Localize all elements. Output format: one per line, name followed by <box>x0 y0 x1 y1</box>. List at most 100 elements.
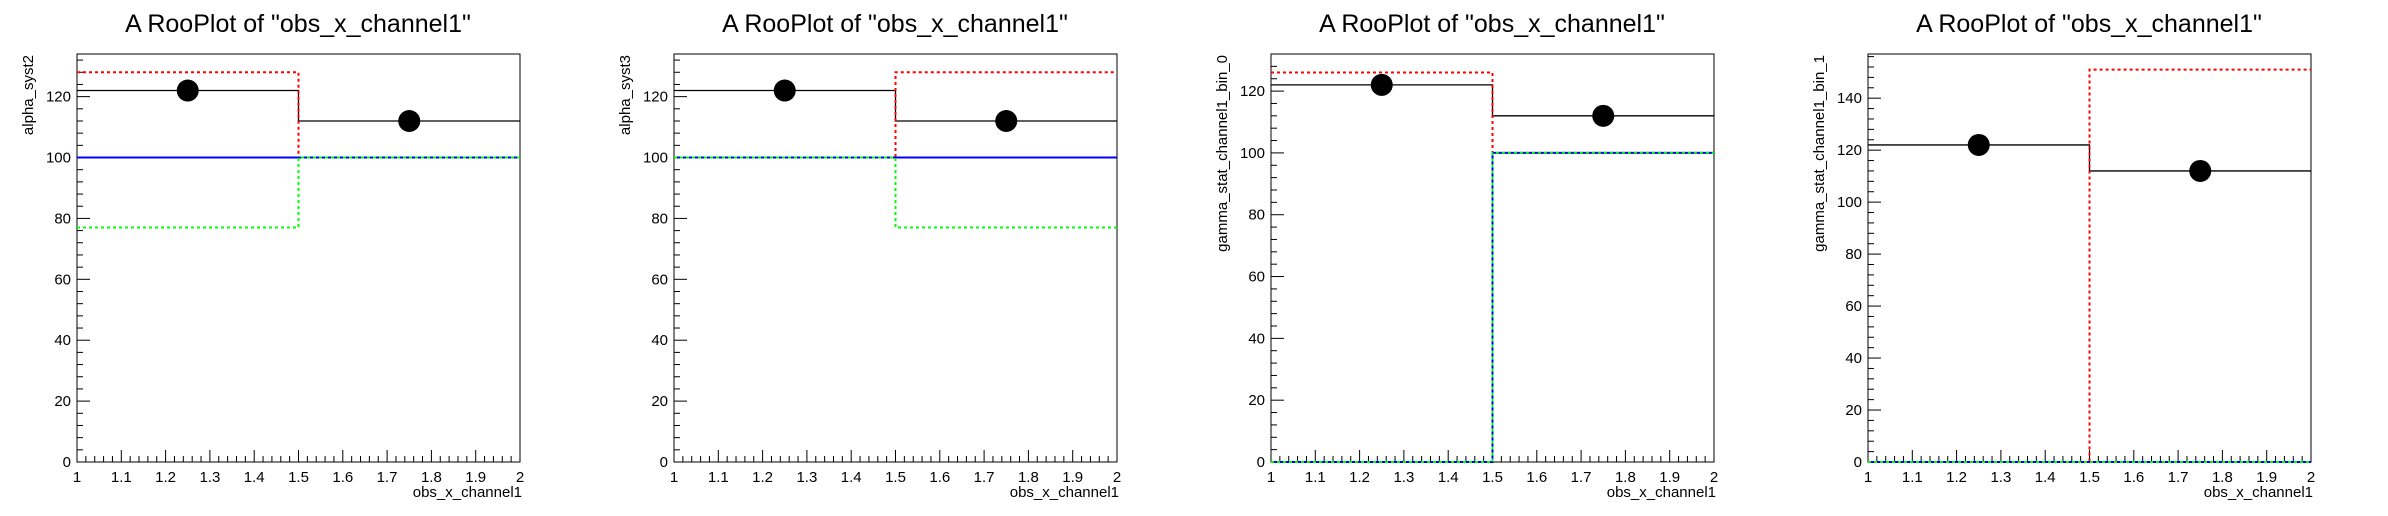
data-point <box>773 79 796 102</box>
x-tick-label: 1.9 <box>465 469 486 486</box>
x-tick-label: 1.4 <box>1438 469 1459 486</box>
x-tick-label: 1.5 <box>885 469 906 486</box>
y-tick-label: 100 <box>46 150 71 167</box>
data-point <box>1370 73 1393 96</box>
y-axis-label: gamma_stat_channel1_bin_0 <box>1214 55 1231 252</box>
x-tick-label: 1.5 <box>1482 469 1503 486</box>
x-tick-label: 2 <box>1113 469 1121 486</box>
data-point <box>1592 104 1615 127</box>
y-tick-label: 40 <box>1248 330 1265 347</box>
x-tick-label: 1.7 <box>974 469 995 486</box>
y-axis-label: alpha_syst3 <box>617 55 634 135</box>
y-tick-label: 100 <box>643 150 668 167</box>
x-tick-label: 1.2 <box>752 469 773 486</box>
y-tick-label: 60 <box>651 271 668 288</box>
y-tick-label: 40 <box>1845 350 1862 367</box>
x-tick-label: 1.9 <box>1659 469 1680 486</box>
x-tick-label: 2 <box>2307 469 2315 486</box>
x-tick-label: 1.6 <box>929 469 950 486</box>
y-tick-label: 80 <box>1845 246 1862 263</box>
y-tick-label: 60 <box>1845 298 1862 315</box>
x-tick-label: 1.2 <box>155 469 176 486</box>
x-tick-label: 1 <box>670 469 678 486</box>
data-point <box>2189 159 2212 182</box>
data-point <box>176 79 199 102</box>
data-point <box>995 109 1018 132</box>
x-tick-label: 1.9 <box>1062 469 1083 486</box>
x-tick-label: 1.1 <box>708 469 729 486</box>
x-tick-label: 1 <box>1267 469 1275 486</box>
y-tick-label: 60 <box>1248 269 1265 286</box>
y-tick-label: 120 <box>643 89 668 106</box>
series-green-dotted <box>674 156 1117 229</box>
y-tick-label: 20 <box>1845 402 1862 419</box>
data-point <box>398 109 421 132</box>
y-tick-label: 80 <box>1248 207 1265 224</box>
x-axis-label: obs_x_channel1 <box>2204 484 2313 501</box>
x-tick-label: 1.6 <box>332 469 353 486</box>
x-tick-label: 1.1 <box>111 469 132 486</box>
x-tick-label: 2 <box>1710 469 1718 486</box>
y-axis-label: alpha_syst2 <box>20 55 37 135</box>
y-tick-label: 100 <box>1837 194 1862 211</box>
x-tick-label: 1.3 <box>199 469 220 486</box>
y-tick-label: 120 <box>1240 83 1265 100</box>
series-red-dotted <box>77 71 520 159</box>
x-axis-label: obs_x_channel1 <box>1607 484 1716 501</box>
x-tick-label: 1.2 <box>1946 469 1967 486</box>
x-tick-label: 1.6 <box>2123 469 2144 486</box>
x-tick-label: 2 <box>516 469 524 486</box>
y-tick-label: 40 <box>651 332 668 349</box>
x-tick-label: 1.5 <box>2079 469 2100 486</box>
y-tick-label: 0 <box>63 454 71 471</box>
y-tick-label: 0 <box>1257 454 1265 471</box>
y-tick-label: 0 <box>660 454 668 471</box>
x-tick-label: 1.4 <box>2035 469 2056 486</box>
x-tick-label: 1 <box>1864 469 1872 486</box>
x-tick-label: 1.4 <box>244 469 265 486</box>
chart-title: A RooPlot of "obs_x_channel1" <box>125 10 471 38</box>
x-axis-label: obs_x_channel1 <box>1010 484 1119 501</box>
series-green-dotted <box>1271 151 1714 463</box>
y-tick-label: 120 <box>1837 142 1862 159</box>
y-tick-label: 80 <box>651 210 668 227</box>
y-tick-label: 20 <box>1248 392 1265 409</box>
y-tick-label: 140 <box>1837 90 1862 107</box>
chart-panel-gamma-stat-bin-0: A RooPlot of "obs_x_channel1" 1 1.1 1.2 1.3… <box>1214 10 1718 501</box>
x-tick-label: 1.1 <box>1305 469 1326 486</box>
x-tick-label: 1.6 <box>1526 469 1547 486</box>
y-tick-label: 0 <box>1854 454 1862 471</box>
chart-panel-alpha-syst2: A RooPlot of "obs_x_channel1" 1 1.1 1.2 1.3… <box>20 10 524 501</box>
chart-title: A RooPlot of "obs_x_channel1" <box>1319 10 1665 38</box>
data-point <box>1967 133 1990 156</box>
y-tick-label: 60 <box>54 271 71 288</box>
series-blue-solid <box>1271 151 1714 463</box>
x-tick-label: 1.5 <box>288 469 309 486</box>
y-axis-label: gamma_stat_channel1_bin_1 <box>1811 55 1828 252</box>
x-tick-label: 1.8 <box>421 469 442 486</box>
chart-title: A RooPlot of "obs_x_channel1" <box>1916 10 2262 38</box>
chart-title: A RooPlot of "obs_x_channel1" <box>722 10 1068 38</box>
x-tick-label: 1.3 <box>1990 469 2011 486</box>
x-tick-label: 1.8 <box>1018 469 1039 486</box>
y-tick-label: 20 <box>54 393 71 410</box>
x-tick-label: 1.7 <box>377 469 398 486</box>
y-tick-label: 20 <box>651 393 668 410</box>
x-axis-label: obs_x_channel1 <box>413 484 522 501</box>
x-tick-label: 1.8 <box>1615 469 1636 486</box>
series-green-dotted <box>77 156 520 229</box>
x-tick-label: 1.3 <box>1393 469 1414 486</box>
y-tick-label: 120 <box>46 89 71 106</box>
chart-panel-alpha-syst3: A RooPlot of "obs_x_channel1" 1 1.1 1.2 1.3… <box>617 10 1121 501</box>
x-tick-label: 1.4 <box>841 469 862 486</box>
x-tick-label: 1.2 <box>1349 469 1370 486</box>
y-tick-label: 100 <box>1240 145 1265 162</box>
x-tick-label: 1 <box>73 469 81 486</box>
x-tick-label: 1.7 <box>1571 469 1592 486</box>
y-tick-label: 40 <box>54 332 71 349</box>
y-tick-label: 80 <box>54 210 71 227</box>
series-red-dotted <box>1271 71 1714 154</box>
x-tick-label: 1.1 <box>1902 469 1923 486</box>
x-tick-label: 1.7 <box>2168 469 2189 486</box>
